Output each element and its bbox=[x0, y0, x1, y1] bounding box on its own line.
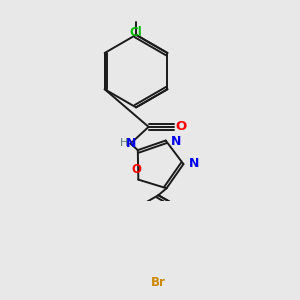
Text: O: O bbox=[176, 120, 187, 134]
Text: Br: Br bbox=[151, 276, 166, 289]
Text: O: O bbox=[131, 164, 141, 176]
Text: N: N bbox=[126, 137, 137, 150]
Text: H: H bbox=[120, 138, 128, 148]
Text: Cl: Cl bbox=[130, 26, 142, 40]
Text: N: N bbox=[189, 157, 199, 169]
Text: N: N bbox=[171, 135, 181, 148]
